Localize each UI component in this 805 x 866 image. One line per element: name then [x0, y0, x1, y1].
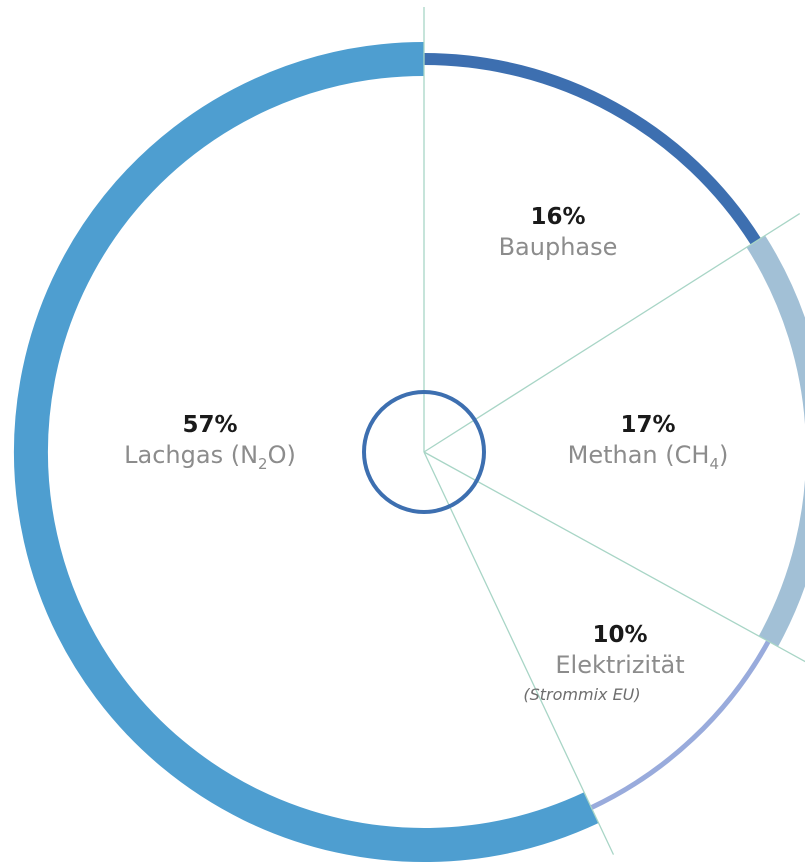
- segment-name-1: Bauphase: [499, 233, 618, 261]
- segment-percent-1: 16%: [530, 204, 585, 230]
- segment-label-3: 10% Elektrizität (Strommix EU): [523, 622, 684, 704]
- segment-label-1: 16% Bauphase: [499, 204, 618, 261]
- donut-segment-1: [423, 53, 761, 245]
- donut-segment-2: [746, 235, 805, 647]
- segment-sublabel-3: (Strommix EU): [523, 685, 640, 704]
- segment-label-4: 57% Lachgas (N2O): [124, 412, 296, 473]
- segment-percent-2: 17%: [620, 412, 675, 438]
- segment-percent-3: 10%: [592, 622, 647, 648]
- divider-line-2: [423, 213, 801, 453]
- segment-name-3: Elektrizität: [555, 651, 684, 679]
- segment-percent-4: 57%: [182, 412, 237, 438]
- segment-name-4: Lachgas (N2O): [124, 441, 296, 473]
- donut-ring-layer: [14, 42, 805, 862]
- divider-line-3: [423, 451, 805, 663]
- divider-line-layer: [423, 7, 805, 855]
- donut-segment-3: [590, 640, 771, 810]
- segment-name-2: Methan (CH4): [568, 441, 729, 473]
- center-ring: [362, 390, 486, 514]
- segment-label-layer: 16% Bauphase 17% Methan (CH4) 10% Elektrizitä…: [124, 204, 728, 704]
- donut-segment-4: [14, 42, 599, 862]
- divider-line-4: [423, 451, 615, 855]
- segment-label-2: 17% Methan (CH4): [568, 412, 729, 473]
